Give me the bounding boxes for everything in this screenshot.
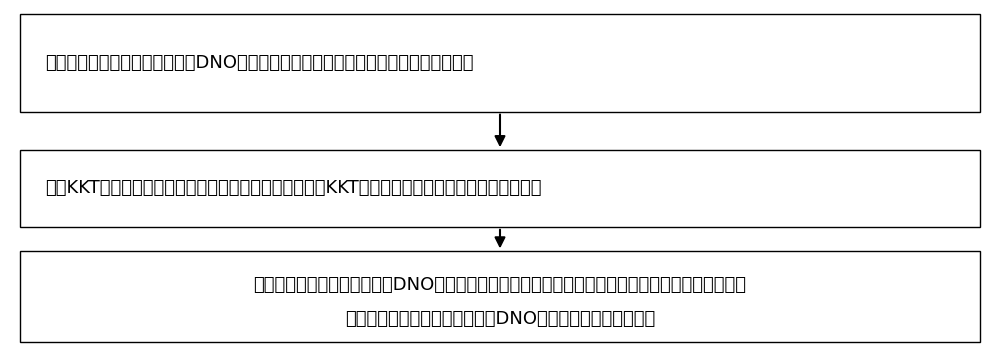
Bar bbox=[20, 14, 980, 112]
Text: 以配电网收益最大化为目标构建DNO模型；以微网运行成本最小化为目标构建微网模型: 以配电网收益最大化为目标构建DNO模型；以微网运行成本最小化为目标构建微网模型 bbox=[45, 54, 474, 72]
Bar bbox=[20, 251, 980, 342]
Text: 日前优化调度方案，可有效平衡DNO与各微网不同的调度目标: 日前优化调度方案，可有效平衡DNO与各微网不同的调度目标 bbox=[345, 310, 655, 328]
Text: 运用KKT方法对微网模型进行求解，将微网的优化问题用KKT方法获得一系列约束条件进行等效表示: 运用KKT方法对微网模型进行求解，将微网的优化问题用KKT方法获得一系列约束条件… bbox=[45, 179, 542, 198]
Bar bbox=[20, 150, 980, 227]
Text: 将上述一系列约束条件并入到DNO模型中，从而实现对博弈问题的转换，进而求解纳什平衡点，获得: 将上述一系列约束条件并入到DNO模型中，从而实现对博弈问题的转换，进而求解纳什平… bbox=[254, 276, 746, 294]
